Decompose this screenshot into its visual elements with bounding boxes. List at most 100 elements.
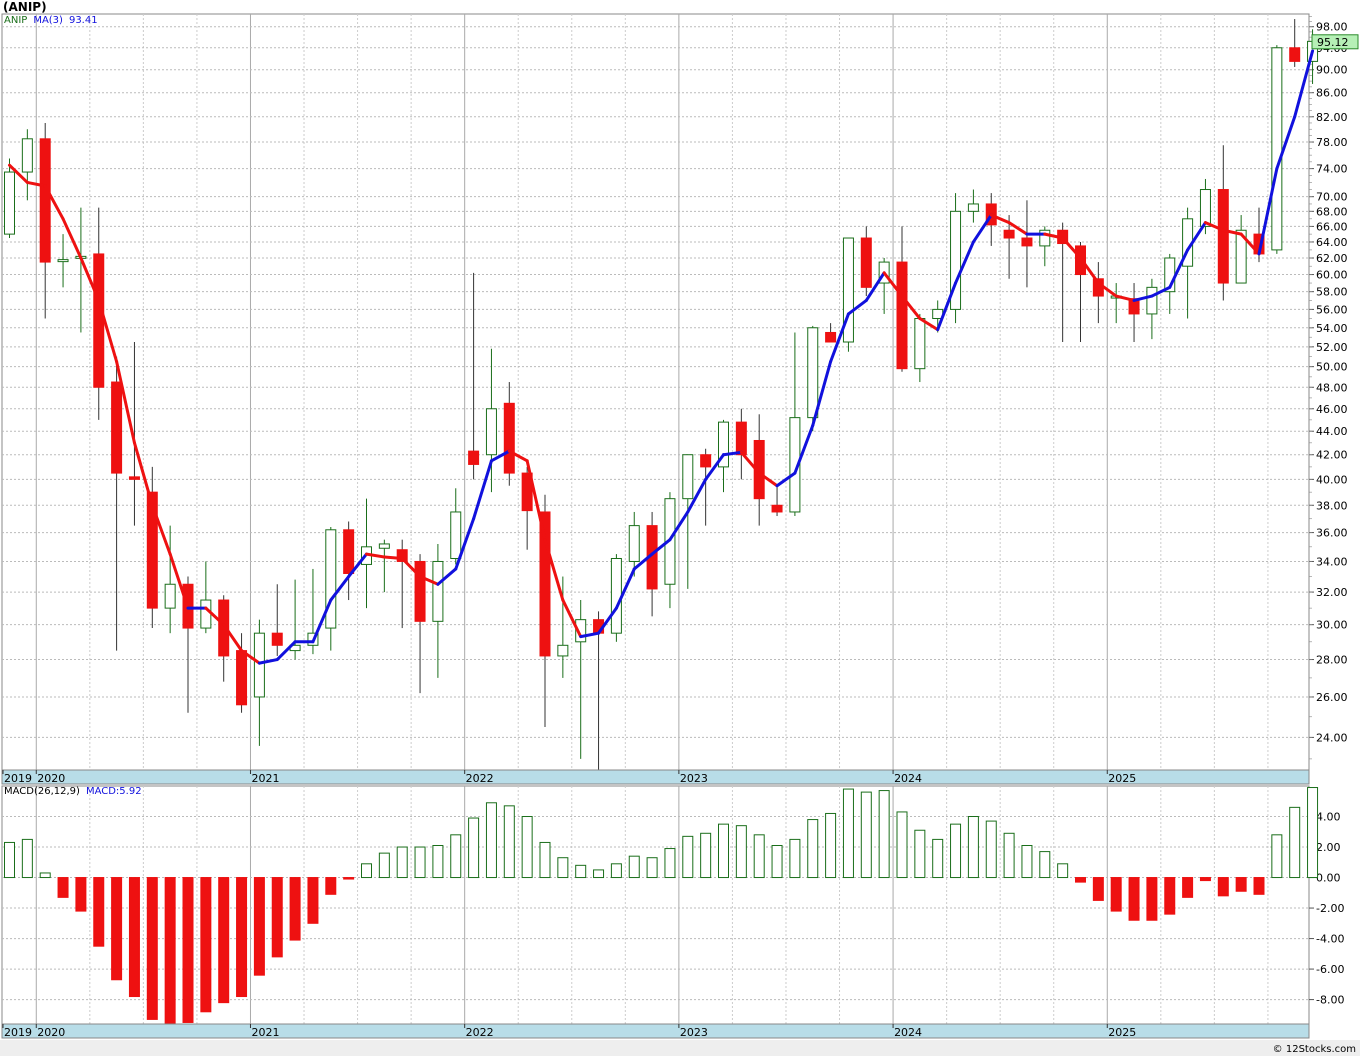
- candle-body: [414, 560, 426, 622]
- macd-bar: [1003, 832, 1015, 879]
- candle-body: [825, 331, 837, 343]
- price-tick-label: 44.00: [1316, 425, 1348, 438]
- macd-bar: [521, 816, 533, 879]
- price-tick-label: 34.00: [1316, 555, 1348, 568]
- macd-tick-label: -2.00: [1316, 902, 1344, 915]
- price-legend: ANIP MA(3) 93.41: [4, 15, 104, 26]
- candle-body: [896, 261, 908, 370]
- ma-line-segment: [240, 649, 261, 665]
- candle-body: [146, 491, 158, 609]
- credit-text: © 12Stocks.com: [1272, 1044, 1356, 1055]
- macd-bar: [343, 877, 355, 880]
- price-tick-label: 28.00: [1316, 654, 1348, 667]
- last-price-label: 95.12: [1317, 36, 1349, 49]
- ma-line-segment: [632, 552, 654, 571]
- candle-body: [111, 381, 123, 474]
- price-tick-label: 26.00: [1316, 691, 1348, 704]
- macd-bar: [414, 846, 426, 879]
- ma-line-segment: [418, 575, 440, 586]
- price-tick-label: 74.00: [1316, 163, 1348, 176]
- macd-bar: [1217, 877, 1229, 897]
- ma-line-segment: [829, 312, 850, 364]
- ma-line-segment: [150, 503, 172, 556]
- candle-body: [164, 583, 176, 609]
- ma-line-segment: [275, 640, 297, 662]
- macd-tick-label: 4.00: [1316, 811, 1341, 824]
- price-tick-label: 46.00: [1316, 403, 1348, 416]
- ma-line-segment: [1061, 236, 1082, 260]
- candle-body: [378, 543, 390, 549]
- x-axis-year-label: 2020: [37, 772, 65, 785]
- macd-bar: [878, 790, 890, 879]
- price-tick-label: 86.00: [1316, 87, 1348, 100]
- ma-line-segment: [61, 217, 83, 260]
- macd-bar: [1164, 877, 1176, 915]
- ma-line-segment: [1150, 285, 1172, 298]
- candle-body: [557, 644, 569, 657]
- x-axis-year-label: 2023: [680, 772, 708, 785]
- ma-line-segment: [846, 298, 868, 316]
- macd-bar: [718, 823, 729, 879]
- macd-bar: [1199, 877, 1211, 882]
- ma-line-segment: [400, 556, 422, 579]
- macd-bar: [842, 788, 854, 879]
- macd-bar: [896, 811, 908, 879]
- ma-line-segment: [686, 477, 708, 514]
- macd-bar: [575, 864, 587, 879]
- candle-body: [842, 237, 854, 343]
- macd-bar: [468, 817, 480, 879]
- candle-body: [718, 421, 729, 468]
- candle-body: [950, 210, 962, 310]
- ma-line-segment: [989, 213, 1011, 225]
- ma-line-segment: [489, 449, 511, 463]
- macd-bar: [485, 802, 497, 879]
- ma-line-segment: [864, 271, 886, 302]
- candle-body: [1199, 189, 1211, 227]
- x-axis-year-label: 2022: [466, 772, 494, 785]
- ma-line-segment: [543, 538, 565, 602]
- candle-body: [468, 450, 480, 465]
- macd-bar: [1128, 877, 1140, 921]
- x-axis-year-label: 2020: [37, 1026, 65, 1039]
- candle-body: [450, 511, 462, 559]
- price-tick-label: 64.00: [1316, 236, 1348, 249]
- macd-bar: [682, 835, 694, 879]
- candle-body: [753, 439, 765, 500]
- ma-line-segment: [971, 213, 993, 244]
- ma-line-segment: [8, 163, 29, 184]
- ma-line-segment: [954, 240, 975, 285]
- chart-title: (ANIP): [3, 0, 47, 14]
- ma-line-segment: [525, 459, 547, 542]
- ma-line-segment: [79, 256, 101, 302]
- macd-bar: [378, 852, 390, 879]
- candle-body: [253, 632, 265, 698]
- macd-bar: [146, 877, 158, 1020]
- macd-bar: [111, 877, 123, 981]
- candle-body: [735, 421, 747, 456]
- ma-line-segment: [1007, 221, 1029, 236]
- macd-bar: [1307, 787, 1319, 879]
- macd-bar: [807, 819, 819, 879]
- macd-legend: MACD(26,12,9) MACD:5.92: [4, 786, 148, 797]
- ma-line-segment: [811, 360, 833, 428]
- last-price-box: [1311, 34, 1359, 50]
- candle-body: [128, 476, 140, 480]
- candle-body: [271, 632, 283, 646]
- macd-tick-label: 0.00: [1316, 872, 1341, 885]
- candle-body: [539, 511, 551, 657]
- macd-bar: [432, 845, 444, 879]
- candle-body: [1021, 237, 1033, 247]
- x-axis-year-label: 2021: [251, 772, 279, 785]
- ma-line-segment: [722, 450, 743, 457]
- candle-body: [771, 504, 783, 513]
- price-tick-label: 82.00: [1316, 111, 1348, 124]
- macd-bar: [1146, 877, 1158, 921]
- ma-line-segment: [1257, 167, 1279, 256]
- macd-bar: [21, 838, 33, 879]
- candle-body: [39, 138, 51, 263]
- x-axis-year-label: 2024: [894, 1026, 922, 1039]
- x-axis-year-label: 2025: [1108, 1026, 1136, 1039]
- macd-bar: [307, 877, 319, 924]
- macd-bar: [1182, 877, 1194, 898]
- macd-bar: [735, 825, 747, 879]
